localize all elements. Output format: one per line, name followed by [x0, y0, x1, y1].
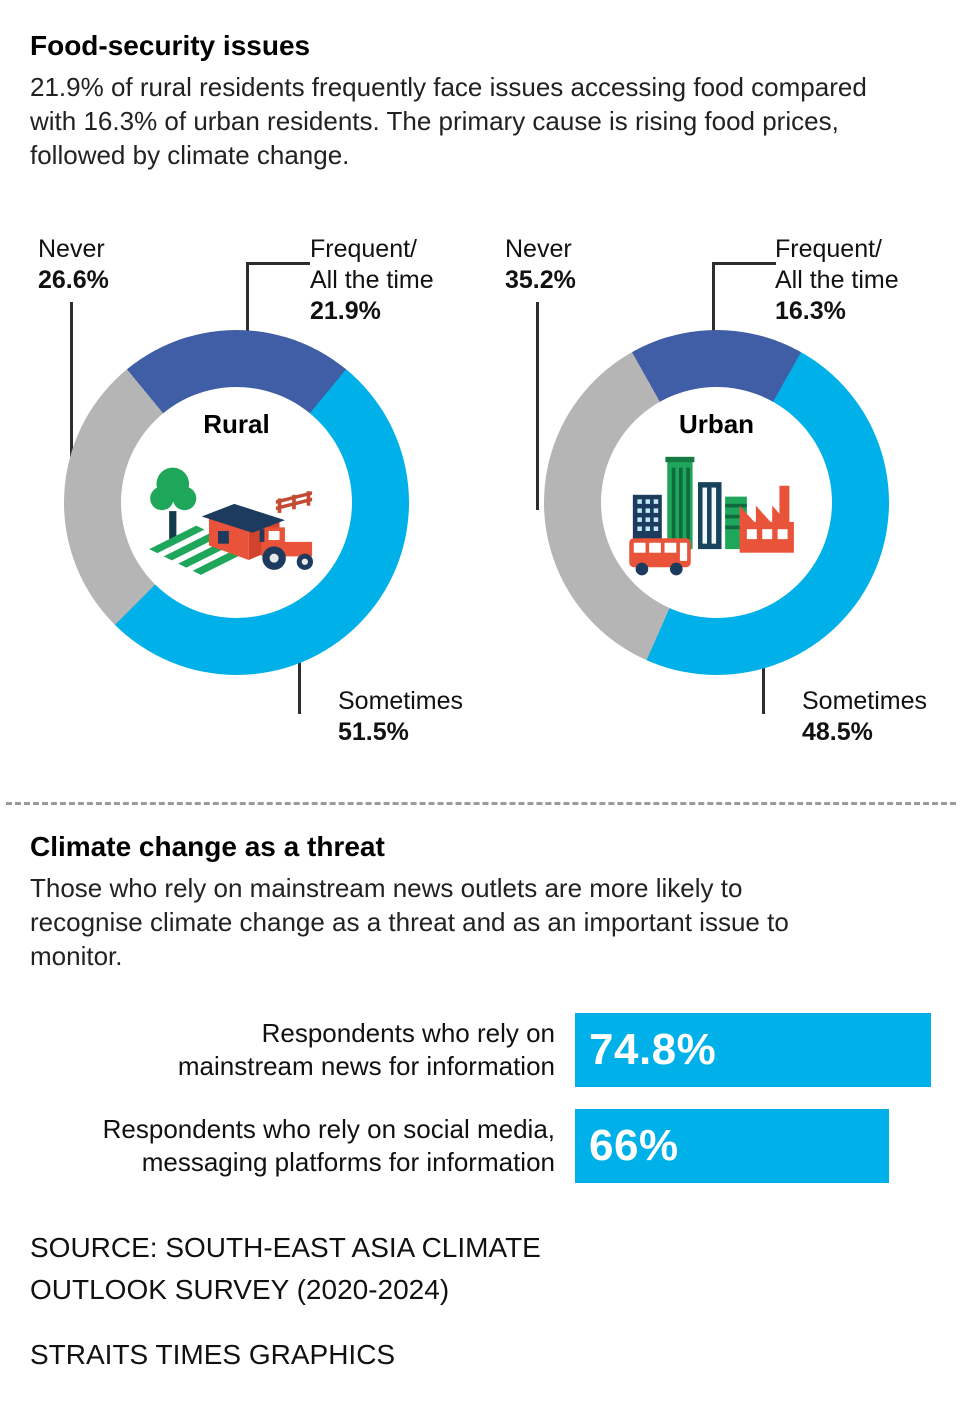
- food-security-title: Food-security issues: [30, 30, 311, 61]
- rural-donut-title: Rural: [203, 409, 270, 439]
- dashed-divider: [6, 802, 956, 805]
- urban-illustration: [628, 456, 794, 576]
- source-line2: OUTLOOK SURVEY (2020-2024): [30, 1274, 450, 1305]
- rural-frequent-label-line1: Frequent/: [310, 235, 418, 263]
- bar-value-mainstream: 74.8%: [589, 1025, 717, 1074]
- bar-value-social: 66%: [589, 1121, 679, 1170]
- rural-sometimes-callout: Sometimes 51.5%: [338, 686, 463, 748]
- urban-donut-title: Urban: [678, 409, 755, 439]
- bar-chart: Respondents who rely on mainstream news …: [30, 1013, 932, 1183]
- urban-frequent-label-line2: All the time: [775, 266, 899, 294]
- urban-sometimes-leader-line: [762, 642, 765, 714]
- climate-threat-title: Climate change as a threat: [30, 831, 385, 862]
- urban-donut-chart: Urban: [544, 330, 889, 675]
- urban-never-label: Never: [505, 235, 572, 263]
- graphics-credit: STRAITS TIMES GRAPHICS: [30, 1339, 396, 1370]
- urban-frequent-callout: Frequent/ All the time 16.3%: [775, 234, 899, 327]
- bus-icon: [628, 538, 691, 576]
- bar-label-mainstream-line2: mainstream news for information: [177, 1051, 555, 1081]
- fence-icon: [275, 491, 312, 513]
- rural-never-value: 26.6%: [38, 266, 109, 294]
- climate-threat-section: Climate change as a threat Those who rel…: [0, 805, 962, 1391]
- rural-sometimes-label: Sometimes: [338, 687, 464, 715]
- bar-row-social: Respondents who rely on social media, me…: [30, 1109, 932, 1183]
- rural-never-callout: Never 26.6%: [38, 234, 109, 296]
- rural-sometimes-leader-line: [298, 642, 301, 714]
- factory-icon: [739, 485, 794, 553]
- bar-label-social-line1: Respondents who rely on social media,: [102, 1114, 555, 1144]
- donut-charts-area: Never 26.6% Frequent/ All the time 21.9%…: [30, 234, 932, 776]
- rural-donut-center: Rural: [121, 387, 352, 618]
- food-security-section: Food-security issues 21.9% of rural resi…: [30, 30, 932, 776]
- rural-frequent-callout: Frequent/ All the time 21.9%: [310, 234, 434, 327]
- urban-never-callout: Never 35.2%: [505, 234, 576, 296]
- urban-never-leader-line: [536, 302, 539, 510]
- bar-track-social: 66%: [575, 1109, 932, 1183]
- tractor-icon: [259, 527, 313, 570]
- rural-never-label: Never: [38, 235, 105, 263]
- rural-frequent-leader-line-vertical: [246, 262, 249, 356]
- bar-label-mainstream: Respondents who rely on mainstream news …: [30, 1017, 575, 1083]
- urban-frequent-leader-line: [712, 262, 776, 265]
- bar-label-social: Respondents who rely on social media, me…: [30, 1113, 575, 1179]
- bar-label-social-line2: messaging platforms for information: [141, 1147, 555, 1177]
- bar-row-mainstream: Respondents who rely on mainstream news …: [30, 1013, 932, 1087]
- urban-donut-center: Urban: [601, 387, 832, 618]
- building-green-tower-icon: [664, 456, 694, 550]
- tree-icon: [149, 467, 196, 542]
- source-line1: SOURCE: SOUTH-EAST ASIA CLIMATE: [30, 1232, 541, 1263]
- rural-donut-chart: Rural: [64, 330, 409, 675]
- urban-sometimes-label: Sometimes: [802, 687, 928, 715]
- rural-frequent-label-line2: All the time: [310, 266, 434, 294]
- bar-track-mainstream: 74.8%: [575, 1013, 932, 1087]
- building-stripe-icon: [697, 482, 722, 550]
- bar-mainstream-news: 74.8%: [575, 1013, 932, 1087]
- rural-frequent-value: 21.9%: [310, 297, 381, 325]
- bar-label-mainstream-line1: Respondents who rely on: [261, 1018, 555, 1048]
- rural-illustration: [148, 467, 313, 575]
- rural-frequent-leader-line: [246, 262, 310, 265]
- urban-sometimes-callout: Sometimes 48.5%: [802, 686, 927, 748]
- climate-threat-description: Those who rely on mainstream news outlet…: [30, 873, 789, 971]
- urban-never-value: 35.2%: [505, 266, 576, 294]
- bar-social-media: 66%: [575, 1109, 890, 1183]
- urban-sometimes-value: 48.5%: [802, 718, 873, 746]
- urban-frequent-leader-line-vertical: [712, 262, 715, 356]
- urban-frequent-label-line1: Frequent/: [775, 235, 883, 263]
- food-security-description: 21.9% of rural residents frequently face…: [30, 72, 867, 170]
- source-attribution: SOURCE: SOUTH-EAST ASIA CLIMATE OUTLOOK …: [30, 1227, 932, 1311]
- urban-frequent-value: 16.3%: [775, 297, 846, 325]
- rural-sometimes-value: 51.5%: [338, 718, 409, 746]
- rural-never-leader-line: [70, 302, 73, 512]
